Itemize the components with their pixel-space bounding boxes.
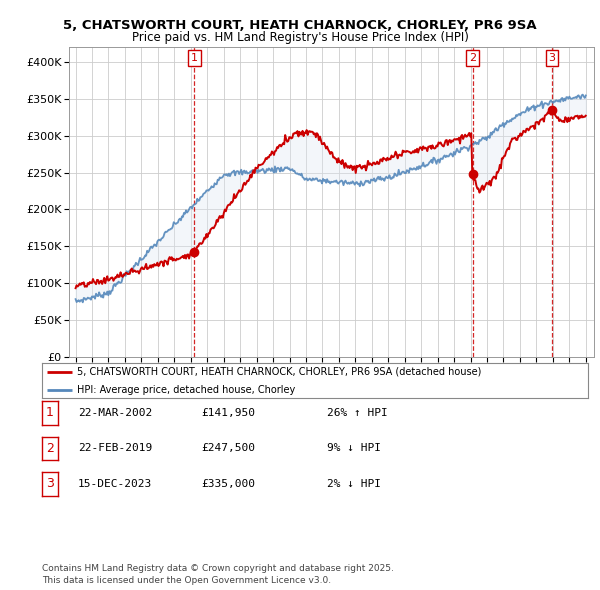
Text: 22-FEB-2019: 22-FEB-2019 (78, 444, 152, 453)
Text: 2: 2 (469, 53, 476, 63)
Text: 2% ↓ HPI: 2% ↓ HPI (327, 479, 381, 489)
Text: 2: 2 (46, 442, 54, 455)
Text: 5, CHATSWORTH COURT, HEATH CHARNOCK, CHORLEY, PR6 9SA (detached house): 5, CHATSWORTH COURT, HEATH CHARNOCK, CHO… (77, 367, 482, 376)
Text: £335,000: £335,000 (201, 479, 255, 489)
Text: £247,500: £247,500 (201, 444, 255, 453)
Text: HPI: Average price, detached house, Chorley: HPI: Average price, detached house, Chor… (77, 385, 296, 395)
Text: £141,950: £141,950 (201, 408, 255, 418)
Text: 1: 1 (46, 407, 54, 419)
Text: 3: 3 (46, 477, 54, 490)
Text: 22-MAR-2002: 22-MAR-2002 (78, 408, 152, 418)
Text: 1: 1 (191, 53, 198, 63)
Text: Contains HM Land Registry data © Crown copyright and database right 2025.
This d: Contains HM Land Registry data © Crown c… (42, 565, 394, 585)
Text: 5, CHATSWORTH COURT, HEATH CHARNOCK, CHORLEY, PR6 9SA: 5, CHATSWORTH COURT, HEATH CHARNOCK, CHO… (63, 19, 537, 32)
Text: Price paid vs. HM Land Registry's House Price Index (HPI): Price paid vs. HM Land Registry's House … (131, 31, 469, 44)
Text: 9% ↓ HPI: 9% ↓ HPI (327, 444, 381, 453)
Text: 26% ↑ HPI: 26% ↑ HPI (327, 408, 388, 418)
Text: 15-DEC-2023: 15-DEC-2023 (78, 479, 152, 489)
Text: 3: 3 (548, 53, 556, 63)
